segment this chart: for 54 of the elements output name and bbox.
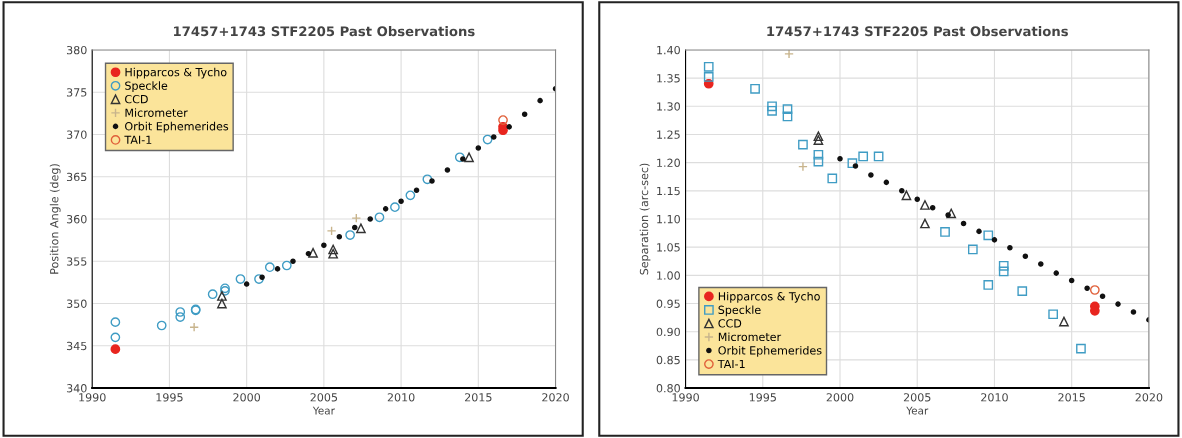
- y-tick-label: 350: [66, 299, 87, 308]
- x-axis-title: Year: [906, 406, 929, 415]
- y-tick-label: 380: [66, 45, 87, 55]
- x-tick-label: 2020: [1135, 393, 1163, 402]
- legend-label: Micrometer: [125, 108, 188, 117]
- x-tick-label: 1995: [156, 393, 183, 402]
- legend-label: TAI-1: [717, 359, 745, 368]
- y-axis-title: Separation (arc-sec): [639, 163, 651, 275]
- x-tick-label: 1990: [672, 393, 699, 402]
- y-tick-label: 375: [66, 88, 87, 97]
- x-tick-label: 1990: [79, 393, 106, 402]
- y-tick-label: 1.10: [657, 214, 680, 224]
- y-tick-label: 1.40: [657, 45, 680, 55]
- legend-label: Speckle: [718, 305, 761, 317]
- x-tick-label: 2010: [981, 393, 1008, 402]
- y-tick-label: 0.85: [656, 355, 680, 365]
- y-tick-label: 1.20: [657, 158, 680, 168]
- y-tick-label: 1.05: [657, 243, 680, 252]
- chart-title: 17457+1743 STF2205 Past Observations: [767, 26, 1068, 37]
- legend-label: Orbit Ephemerides: [125, 121, 229, 133]
- y-tick-label: 1.00: [657, 271, 680, 280]
- legend-label: Micrometer: [718, 332, 782, 342]
- x-tick-label: 2020: [542, 393, 569, 402]
- y-tick-label: 1.30: [657, 102, 680, 111]
- legend-label: Speckle: [125, 81, 168, 92]
- x-tick-label: 2000: [233, 393, 261, 402]
- y-tick-label: 365: [66, 172, 87, 182]
- y-tick-label: 355: [66, 257, 87, 266]
- y-tick-label: 360: [66, 214, 87, 224]
- y-tick-label: 345: [66, 341, 87, 351]
- y-axis-title: Position Angle (deg): [49, 164, 61, 274]
- x-tick-label: 2015: [1058, 393, 1085, 402]
- x-tick-label: 2005: [310, 393, 338, 402]
- y-tick-label: 1.25: [657, 130, 680, 139]
- legend-label: Hipparcos & Tycho: [125, 67, 227, 79]
- legend-label: Hipparcos & Tycho: [718, 291, 820, 303]
- x-tick-label: 1995: [749, 393, 776, 402]
- legend-label: TAI-1: [124, 135, 152, 144]
- y-tick-label: 0.90: [656, 327, 680, 337]
- y-tick-label: 0.95: [656, 299, 680, 308]
- y-tick-label: 370: [66, 130, 87, 139]
- y-tick-label: 340: [66, 384, 87, 393]
- x-axis-title: Year: [312, 406, 335, 415]
- chart-title: 17457+1743 STF2205 Past Observations: [174, 26, 475, 37]
- x-tick-label: 2015: [464, 393, 492, 402]
- x-tick-label: 2005: [903, 393, 931, 402]
- y-tick-label: 1.15: [657, 186, 680, 196]
- x-tick-label: 2000: [826, 393, 854, 402]
- y-tick-label: 0.80: [656, 384, 680, 393]
- legend-label: CCD: [125, 94, 148, 104]
- legend-label: CCD: [718, 319, 742, 328]
- legend-label: Orbit Ephemerides: [718, 346, 822, 357]
- y-tick-label: 1.35: [657, 74, 680, 83]
- x-tick-label: 2010: [387, 393, 415, 402]
